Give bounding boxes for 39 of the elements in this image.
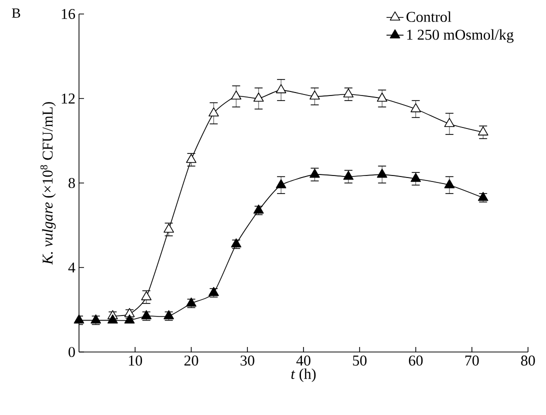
point [253,92,264,102]
x-tick-label: 30 [240,356,254,366]
point [276,179,286,188]
point [310,168,320,178]
point [310,90,320,100]
point [410,172,421,182]
x-tick-label: 20 [184,356,198,366]
x-axis-title: t (h) [291,368,316,382]
x-tick-label: 10 [128,356,142,366]
x-tick-label: 60 [408,356,423,366]
y-tick-label: 8 [68,178,75,188]
x-tick-label: 40 [296,356,310,366]
x-tick-label: 50 [353,356,367,366]
point [208,107,219,116]
y-axis-title: K. vulgare (×10$^{8}$ CFU/mL) [40,102,56,265]
point [444,118,455,127]
point [343,88,354,98]
y-tick-label: 0 [68,346,75,358]
legend-label: Control [406,11,452,22]
point [108,314,118,324]
point [164,224,174,233]
point [230,90,242,100]
point [124,314,135,324]
x-tick-label: 70 [465,356,479,366]
point [376,92,388,102]
point [444,179,455,188]
legend-label: 1 250 mOsmol/kg [407,29,514,43]
point [276,84,286,94]
point [410,103,421,112]
point [343,170,354,180]
point [141,291,152,300]
x-tick-label: 80 [521,356,535,366]
point [186,154,196,163]
chart-title: B [12,8,20,18]
y-tick-label: 12 [62,94,75,104]
point [74,314,84,324]
point [376,168,388,178]
y-tick-label: 16 [62,8,76,20]
y-tick-label: 4 [68,262,76,272]
